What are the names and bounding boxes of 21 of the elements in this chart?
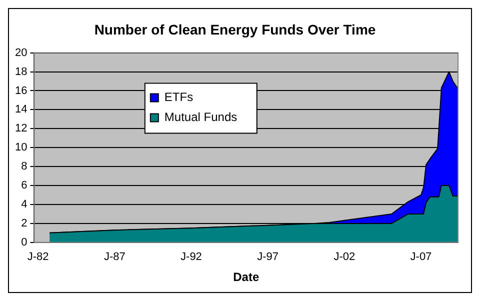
x-tick-label: J-02 xyxy=(334,251,356,264)
x-tick-label: J-87 xyxy=(104,251,126,264)
y-tick-label: 6 xyxy=(21,180,28,192)
x-axis-title: Date xyxy=(233,270,260,284)
chart-title: Number of Clean Energy Funds Over Time xyxy=(94,21,376,38)
legend-label: ETFs xyxy=(164,90,194,104)
x-tick-label: J-07 xyxy=(410,251,432,264)
y-tick-label: 12 xyxy=(14,122,28,135)
x-tick-label: J-97 xyxy=(257,251,279,264)
x-tick-label: J-92 xyxy=(180,251,202,264)
legend-label: Mutual Funds xyxy=(164,110,238,124)
y-tick-label: 20 xyxy=(14,46,28,59)
x-tick-label: J-82 xyxy=(27,251,49,264)
y-tick-label: 10 xyxy=(14,142,28,154)
y-tick-label: 4 xyxy=(21,198,28,211)
y-tick-label: 14 xyxy=(14,104,28,116)
y-tick-label: 18 xyxy=(14,66,28,78)
y-tick-label: 8 xyxy=(21,160,28,173)
y-tick-label: 2 xyxy=(21,217,28,230)
y-tick-label: 0 xyxy=(21,236,28,248)
y-tick-label: 16 xyxy=(14,84,28,97)
